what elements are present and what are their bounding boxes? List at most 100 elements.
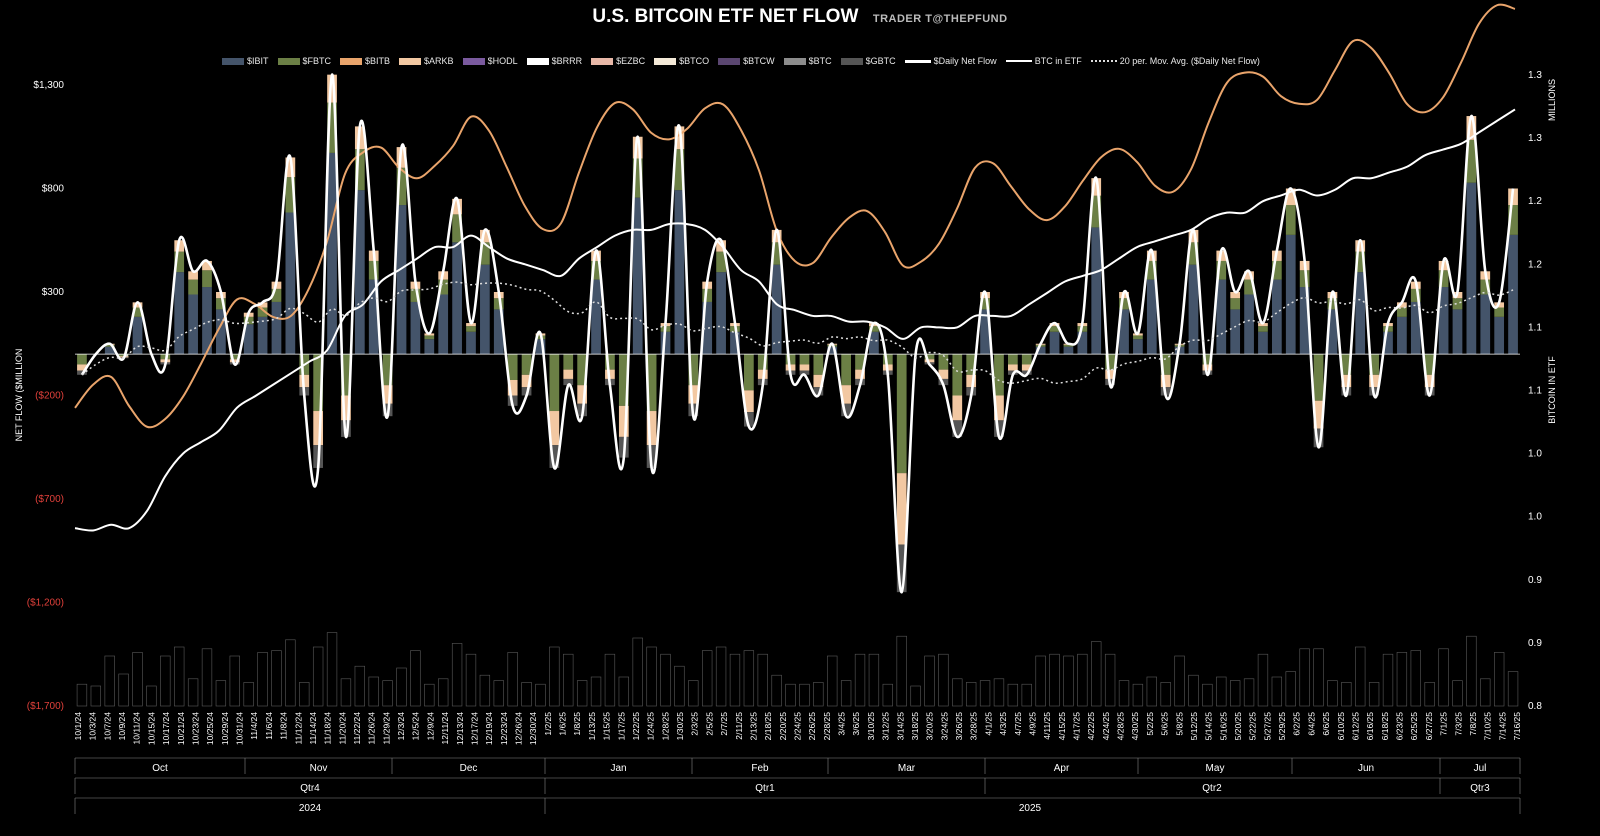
- flow-bar: [966, 354, 977, 375]
- flow-bar: [896, 473, 907, 545]
- x-tick-label: 4/28/25: [1116, 712, 1126, 741]
- x-tick-label: 5/22/25: [1248, 712, 1258, 741]
- price-line: [74, 3, 1516, 429]
- flow-bar: [841, 354, 851, 386]
- volume-bar: [410, 650, 421, 707]
- x-tick-label: 2/20/25: [778, 712, 788, 741]
- flow-bar: [466, 323, 476, 327]
- quarter-label: Qtr4: [300, 783, 320, 794]
- volume-bar: [118, 673, 129, 707]
- legend-swatch: [399, 57, 422, 65]
- y2-tick-label: 1.1: [1528, 386, 1542, 397]
- volume-bar: [1271, 676, 1283, 707]
- volume-bar: [1021, 683, 1032, 707]
- x-tick-label: 4/17/25: [1071, 712, 1081, 741]
- flow-bar: [1202, 354, 1213, 365]
- legend-item: $BITB: [340, 56, 390, 66]
- volume-bar: [1382, 653, 1394, 707]
- flow-bar: [1438, 287, 1449, 355]
- y2-tick-label: 1.2: [1528, 196, 1542, 207]
- x-tick-label: 6/23/25: [1395, 712, 1405, 741]
- volume-bar: [702, 650, 713, 707]
- x-tick-label: 12/13/24: [455, 712, 465, 745]
- volume-bar: [952, 678, 963, 707]
- x-tick-label: 1/24/25: [646, 712, 656, 741]
- volume-bar: [688, 680, 699, 707]
- x-tick-label: 10/9/24: [117, 712, 127, 741]
- x-tick-label: 4/24/25: [1101, 712, 1111, 741]
- legend-item: $FBTC: [277, 56, 331, 66]
- month-label: Nov: [310, 763, 328, 774]
- volume-bar: [1355, 646, 1366, 707]
- flow-bar: [1216, 279, 1227, 355]
- x-tick-label: 10/25/24: [205, 712, 215, 745]
- legend-item: $IBIT: [222, 56, 269, 66]
- x-tick-label: 6/2/25: [1292, 712, 1302, 736]
- volume-bar: [938, 653, 949, 707]
- flow-bar: [1049, 331, 1060, 355]
- x-tick-label: 10/23/24: [190, 712, 200, 745]
- flow-bar: [368, 279, 379, 355]
- x-tick-label: 11/26/24: [367, 712, 377, 745]
- x-tick-label: 2/11/25: [734, 712, 744, 740]
- flow-bar: [216, 298, 226, 310]
- y2-tick-label: 1.0: [1528, 512, 1542, 523]
- volume-bar: [1132, 683, 1144, 707]
- legend-item: $Daily Net Flow: [904, 56, 997, 66]
- legend-swatch: [840, 57, 863, 65]
- volume-bar: [632, 637, 643, 707]
- flow-bar: [285, 177, 296, 213]
- month-label: Jul: [1474, 763, 1487, 774]
- chart-subtitle: TRADER T@THEPFUND: [872, 13, 1008, 25]
- flow-bar: [1105, 369, 1115, 379]
- x-tick-label: 10/3/24: [88, 712, 98, 741]
- legend-swatch: [340, 57, 363, 65]
- x-tick-label: 6/18/25: [1380, 712, 1390, 741]
- volume-bar: [715, 646, 727, 707]
- x-tick-label: 7/14/25: [1497, 712, 1507, 741]
- x-tick-label: 7/8/25: [1468, 712, 1478, 736]
- flow-bar: [1466, 116, 1477, 140]
- flow-bar: [229, 359, 240, 363]
- legend-swatch: [222, 57, 244, 65]
- volume-bar: [271, 650, 282, 707]
- flow-bar: [938, 354, 949, 370]
- x-tick-label: 6/6/25: [1321, 712, 1331, 736]
- flow-bar: [271, 288, 282, 302]
- month-label: Apr: [1054, 763, 1070, 774]
- month-label: Mar: [898, 763, 916, 774]
- flow-bar: [980, 309, 990, 355]
- x-tick-label: 1/8/25: [572, 712, 582, 736]
- flow-bar: [1271, 279, 1282, 355]
- legend-label: $GBTC: [865, 56, 896, 66]
- y2-tick-label: 1.3: [1528, 70, 1542, 81]
- flow-bar: [744, 412, 754, 427]
- x-tick-label: 1/30/25: [675, 712, 685, 741]
- x-tick-label: 3/14/25: [895, 712, 905, 741]
- flow-bar: [577, 385, 588, 404]
- flow-bar: [521, 354, 532, 375]
- flow-bar: [1133, 335, 1143, 340]
- volume-bar: [1091, 641, 1102, 707]
- volume-bar: [535, 683, 546, 707]
- flow-bar: [1285, 188, 1296, 206]
- y2-axis-unit: MILLIONS: [1547, 79, 1557, 121]
- flow-bar: [813, 354, 824, 375]
- chart-header: U.S. BITCOIN ETF NET FLOW TRADER T@THEPF…: [0, 6, 1600, 28]
- flow-bar: [855, 369, 865, 379]
- flow-bar: [243, 324, 254, 355]
- volume-bar: [493, 680, 504, 707]
- x-tick-label: 3/28/25: [969, 712, 979, 741]
- flow-bar: [952, 395, 963, 421]
- legend-item: $GBTC: [840, 56, 896, 66]
- volume-bar: [1007, 683, 1019, 707]
- x-tick-label: 5/27/25: [1262, 712, 1272, 741]
- flow-bar: [952, 420, 963, 437]
- volume-bar: [979, 680, 991, 707]
- flow-bar: [271, 301, 282, 355]
- x-tick-label: 12/26/24: [514, 712, 524, 745]
- flow-bar: [1397, 302, 1407, 308]
- flow-bar: [452, 198, 462, 215]
- volume-bar: [1174, 655, 1185, 707]
- flow-bar: [104, 346, 115, 355]
